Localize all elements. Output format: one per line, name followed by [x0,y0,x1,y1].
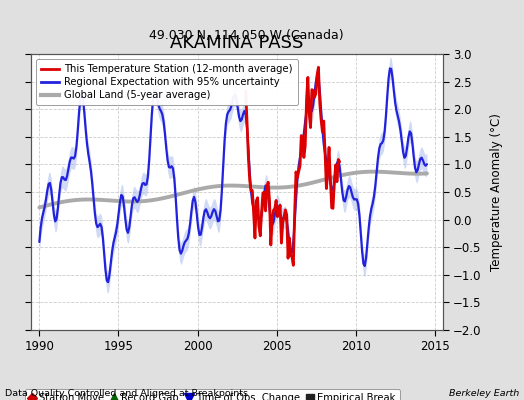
Text: 49.030 N, 114.050 W (Canada): 49.030 N, 114.050 W (Canada) [149,29,344,42]
Title: AKAMINA PASS: AKAMINA PASS [170,34,304,52]
Y-axis label: Temperature Anomaly (°C): Temperature Anomaly (°C) [490,113,503,271]
Text: Berkeley Earth: Berkeley Earth [449,389,519,398]
Text: Data Quality Controlled and Aligned at Breakpoints: Data Quality Controlled and Aligned at B… [5,389,248,398]
Legend: Station Move, Record Gap, Time of Obs. Change, Empirical Break: Station Move, Record Gap, Time of Obs. C… [25,389,400,400]
